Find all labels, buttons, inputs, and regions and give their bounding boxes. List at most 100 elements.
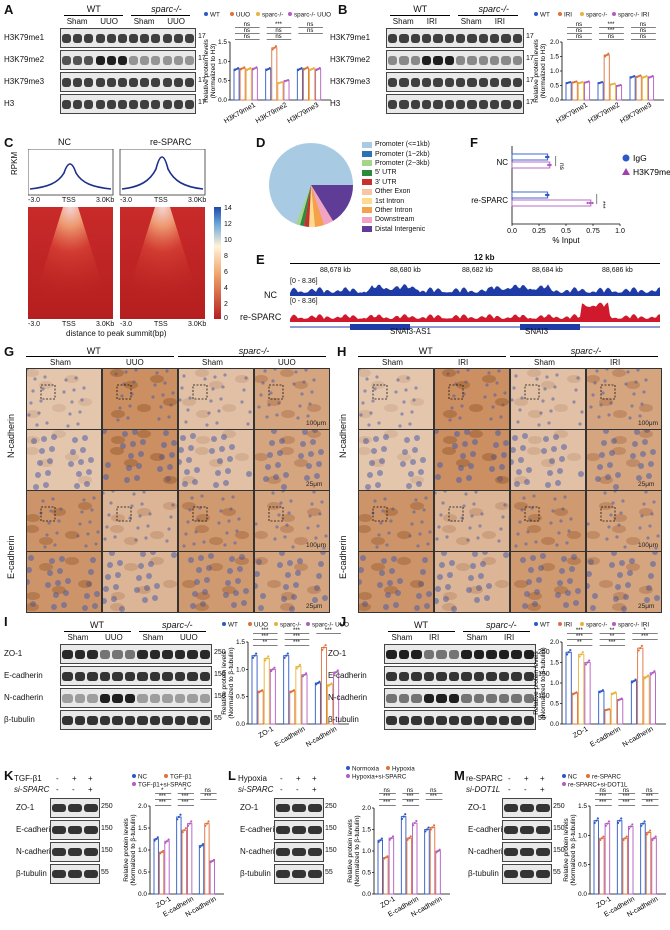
- legend-label: WT: [210, 12, 220, 19]
- nucleus: [225, 531, 229, 535]
- nucleus: [70, 400, 74, 404]
- band: [411, 693, 422, 703]
- nucleus: [571, 554, 577, 560]
- mw-label: 17: [526, 33, 534, 40]
- hm-xtick-3: 3.0Kb: [96, 321, 115, 328]
- ihc-group-wt: WT: [418, 346, 433, 356]
- nucleus: [62, 390, 66, 394]
- sig-label: ***: [406, 794, 414, 800]
- legend-swatch: [362, 179, 372, 186]
- nucleus: [229, 556, 235, 562]
- nucleus: [638, 463, 644, 469]
- xtick-re-tss: TSS: [154, 197, 168, 204]
- legend-label: re-SPARC: [592, 774, 621, 781]
- nucleus: [292, 382, 296, 386]
- data-point: [588, 201, 592, 205]
- ihc-row-ecad: E-cadherin: [6, 535, 16, 579]
- nucleus: [435, 537, 439, 541]
- data-point: [297, 665, 300, 668]
- xtick-nc-right: 3.0Kb: [96, 197, 115, 204]
- nucleus: [619, 560, 625, 566]
- nucleus: [418, 532, 422, 536]
- nucleus: [650, 449, 656, 455]
- nucleus: [103, 474, 109, 480]
- bar: [604, 823, 611, 895]
- sig-label: ***: [159, 800, 167, 806]
- nucleus: [179, 459, 182, 465]
- nucleus: [113, 584, 119, 590]
- bar: [577, 82, 584, 101]
- nucleus: [644, 597, 650, 603]
- band: [512, 99, 522, 109]
- nucleus: [599, 403, 603, 407]
- band: [444, 55, 454, 65]
- row-label: E-cadherin: [328, 671, 367, 680]
- nucleus: [161, 393, 165, 397]
- data-point: [424, 830, 427, 833]
- nucleus: [190, 603, 196, 609]
- stain: [541, 459, 555, 467]
- sig-label: ***: [608, 640, 616, 646]
- bar: [598, 690, 605, 725]
- bar: [637, 647, 644, 725]
- nucleus: [31, 438, 37, 444]
- inset-box: [192, 384, 208, 400]
- nucleus: [489, 466, 495, 472]
- nucleus: [593, 381, 597, 385]
- band: [99, 693, 110, 703]
- bar: [578, 653, 585, 725]
- nucleus: [551, 397, 555, 401]
- ihc-cond: IRI: [610, 358, 621, 367]
- nucleus: [601, 440, 607, 446]
- nucleus: [63, 590, 69, 596]
- bar: [651, 837, 657, 895]
- stain: [182, 398, 196, 406]
- nucleus: [448, 418, 452, 422]
- legend-label: WT: [540, 12, 550, 19]
- nucleus: [322, 595, 328, 601]
- sig-label: ns: [244, 34, 250, 40]
- nucleus: [424, 496, 428, 500]
- bar: [609, 83, 616, 101]
- nucleus: [179, 447, 184, 453]
- band: [174, 649, 185, 659]
- nucleus: [381, 509, 385, 513]
- micrograph: [434, 551, 510, 613]
- data-point: [404, 813, 407, 816]
- band: [68, 826, 82, 834]
- band: [84, 826, 98, 834]
- group-line-wt: [64, 15, 123, 16]
- bar: [584, 81, 591, 101]
- nucleus: [414, 435, 420, 441]
- stain: [599, 580, 613, 588]
- band: [112, 649, 123, 659]
- legend-text: 3' UTR: [375, 178, 397, 186]
- x-tick-label: 0.25: [532, 228, 546, 235]
- y-tick-label: 0.5: [362, 870, 371, 877]
- stain: [567, 453, 581, 461]
- treat-label: si-DOT1L: [466, 785, 501, 794]
- nucleus: [587, 571, 592, 577]
- cond-label: Sham: [391, 633, 413, 642]
- blot-strip: [50, 820, 100, 840]
- band: [411, 715, 422, 725]
- stain: [613, 592, 627, 600]
- stain: [111, 410, 125, 418]
- group-label-wt: WT: [413, 4, 428, 14]
- nucleus: [483, 395, 487, 399]
- nucleus: [144, 536, 148, 540]
- nucleus: [393, 602, 399, 608]
- panel-label-a: A: [4, 2, 14, 17]
- nucleus: [435, 430, 439, 434]
- scale-12kb: 12 kb: [474, 253, 495, 262]
- band: [187, 693, 198, 703]
- data-point: [601, 80, 604, 84]
- nucleus: [35, 423, 39, 427]
- xtick-re-left: -3.0: [120, 197, 133, 204]
- stain: [371, 459, 385, 467]
- mw-label: 150: [214, 693, 226, 700]
- stain: [281, 592, 295, 600]
- data-point: [631, 681, 634, 684]
- nucleus: [549, 521, 553, 525]
- data-point: [645, 833, 648, 836]
